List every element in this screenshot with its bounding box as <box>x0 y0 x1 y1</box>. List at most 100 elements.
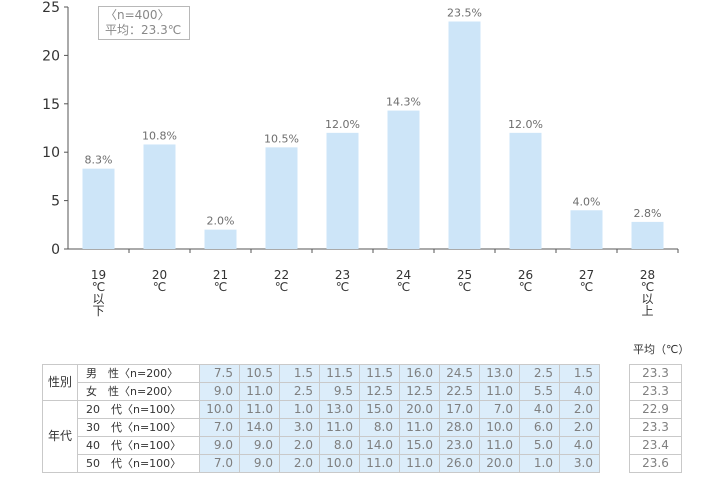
table-cell: 4.0 <box>519 400 560 419</box>
average-cell: 22.9 <box>629 400 682 419</box>
x-category-label: ℃ <box>92 280 105 294</box>
table-cell: 2.0 <box>279 454 320 473</box>
average-column-header: 平均（℃） <box>633 343 690 356</box>
table-cell: 7.5 <box>199 364 240 383</box>
bar-value-label: 10.5% <box>264 132 299 145</box>
table-cell: 24.5 <box>439 364 480 383</box>
table-cell: 7.0 <box>199 418 240 437</box>
bar <box>570 210 603 249</box>
table-cell: 14.0 <box>239 418 280 437</box>
table-cell: 7.0 <box>199 454 240 473</box>
table-cell: 11.5 <box>319 364 360 383</box>
y-tick-label: 5 <box>51 194 60 210</box>
table-cell: 4.0 <box>559 382 600 401</box>
x-category-label: ℃ <box>275 280 288 294</box>
x-category-label: ℃ <box>153 280 166 294</box>
table-cell: 4.0 <box>559 436 600 455</box>
x-category-label: 上 <box>641 304 653 318</box>
table-cell: 11.0 <box>319 418 360 437</box>
bar-value-label: 12.0% <box>325 118 360 131</box>
x-category-label: 28 <box>640 268 655 282</box>
x-category-label: 27 <box>579 268 594 282</box>
sample-size-label: 〈n=400〉 <box>105 8 170 22</box>
table-cell: 15.0 <box>399 436 440 455</box>
row-label: 50 代〈n=100〉 <box>77 454 200 473</box>
table-cell: 11.0 <box>479 436 520 455</box>
x-category-label: 24 <box>396 268 411 282</box>
x-category-label: ℃ <box>580 280 593 294</box>
table-cell: 1.0 <box>519 454 560 473</box>
table-cell: 13.0 <box>479 364 520 383</box>
sample-info-box: 〈n=400〉 平均：23.3℃ <box>98 6 190 40</box>
bar <box>265 147 298 249</box>
table-cell: 11.0 <box>399 418 440 437</box>
table-cell: 13.0 <box>319 400 360 419</box>
row-label: 40 代〈n=100〉 <box>77 436 200 455</box>
table-cell: 9.0 <box>199 436 240 455</box>
bar-chart: 05101520258.3%19℃以下10.8%20℃2.0%21℃10.5%2… <box>42 0 679 318</box>
x-category-label: ℃ <box>641 280 654 294</box>
y-tick-label: 20 <box>42 48 60 64</box>
average-cell: 23.3 <box>629 418 682 437</box>
breakdown-table: 性別男 性〈n=200〉 7.5 10.5 1.5 11.5 11.5 16.0 24.5 13… <box>42 364 682 473</box>
table-cell: 9.0 <box>199 382 240 401</box>
bar <box>631 221 664 249</box>
table-cell: 10.5 <box>239 364 280 383</box>
bar <box>326 132 359 249</box>
table-cell: 28.0 <box>439 418 480 437</box>
table-cell: 11.0 <box>479 382 520 401</box>
table-cell: 3.0 <box>279 418 320 437</box>
row-label: 30 代〈n=100〉 <box>77 418 200 437</box>
table-cell: 17.0 <box>439 400 480 419</box>
table-row: 50 代〈n=100〉 7.0 9.0 2.0 10.0 11.0 11.0 26.0 20.0… <box>43 454 682 473</box>
table-cell: 5.0 <box>519 436 560 455</box>
bar <box>143 144 176 249</box>
x-category-label: 19 <box>91 268 106 282</box>
x-category-label: ℃ <box>519 280 532 294</box>
bar-value-label: 2.0% <box>207 215 235 228</box>
x-category-label: 23 <box>335 268 350 282</box>
bar <box>204 229 237 249</box>
x-category-label: 下 <box>92 304 104 318</box>
table-cell: 20.0 <box>399 400 440 419</box>
group-label: 性別 <box>42 364 78 401</box>
y-tick-label: 25 <box>42 0 60 16</box>
table-cell: 2.5 <box>519 364 560 383</box>
table-cell: 11.0 <box>239 400 280 419</box>
x-category-label: ℃ <box>397 280 410 294</box>
x-category-label: 21 <box>213 268 228 282</box>
bar-value-label: 23.5% <box>447 7 482 20</box>
bar-value-label: 14.3% <box>386 96 421 109</box>
table-cell: 1.5 <box>279 364 320 383</box>
bar-value-label: 12.0% <box>508 118 543 131</box>
group-label: 年代 <box>42 400 78 473</box>
table-cell: 3.0 <box>559 454 600 473</box>
y-tick-label: 10 <box>42 145 60 161</box>
average-cell: 23.3 <box>629 364 682 383</box>
x-category-label: 以 <box>92 292 104 306</box>
table-row: 40 代〈n=100〉 9.0 9.0 2.0 8.0 14.0 15.0 23.0 11.0 5… <box>43 436 682 455</box>
table-cell: 26.0 <box>439 454 480 473</box>
table-row: 性別男 性〈n=200〉 7.5 10.5 1.5 11.5 11.5 16.0 24.5 13… <box>42 364 682 401</box>
bar <box>448 21 481 249</box>
x-category-label: 20 <box>152 268 167 282</box>
table-cell: 2.0 <box>279 436 320 455</box>
bar <box>82 168 115 249</box>
table-cell: 23.0 <box>439 436 480 455</box>
column-gap <box>599 418 630 437</box>
table-cell: 5.5 <box>519 382 560 401</box>
table-row: 女 性〈n=200〉 9.0 11.0 2.5 9.5 12.5 12.5 22.5 11.0 5… <box>43 382 682 401</box>
x-category-label: 22 <box>274 268 289 282</box>
table-cell: 7.0 <box>479 400 520 419</box>
column-gap <box>599 454 630 473</box>
table-cell: 12.5 <box>359 382 400 401</box>
table-cell: 16.0 <box>399 364 440 383</box>
table-cell: 9.0 <box>239 436 280 455</box>
x-category-label: 以 <box>641 292 653 306</box>
x-category-label: 26 <box>518 268 533 282</box>
y-tick-label: 15 <box>42 97 60 113</box>
column-gap <box>599 364 630 383</box>
table-cell: 9.5 <box>319 382 360 401</box>
x-category-label: 25 <box>457 268 472 282</box>
table-cell: 2.0 <box>559 418 600 437</box>
